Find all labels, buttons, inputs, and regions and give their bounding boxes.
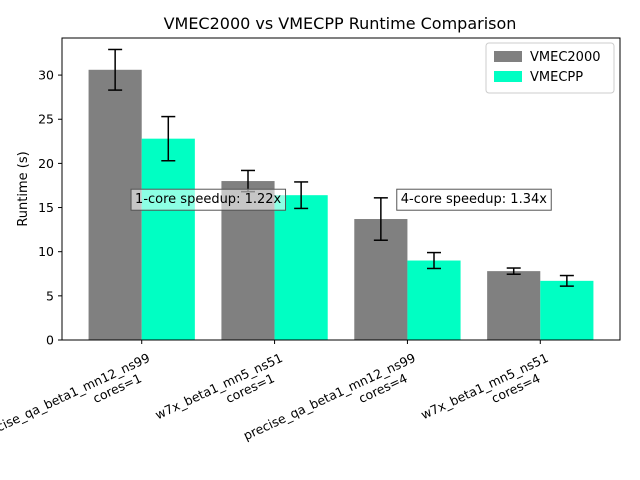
- y-tick-label: 15: [38, 200, 54, 215]
- y-tick-label: 0: [46, 333, 54, 348]
- bar-vmecpp-1: VMECPP: 22.8: [141, 138, 195, 340]
- annotations-layer: 1-core speedup: 1.22x 4-core speedup: 1.3…: [130, 188, 552, 211]
- y-tick-label: 5: [46, 288, 54, 303]
- error-bars-layer: [108, 48, 574, 287]
- speedup-annotation-1: 1-core speedup: 1.22x: [135, 192, 281, 207]
- y-tick-label: 10: [38, 244, 54, 259]
- y-axis-label: Runtime (s): [16, 151, 31, 226]
- speedup-annotation-2: 4-core speedup: 1.34x: [401, 192, 547, 207]
- bar-vmecpp-4: VMECPP: 6.7: [540, 280, 594, 340]
- legend-swatch-vmec2000: [494, 51, 522, 62]
- legend-label-vmec2000: VMEC2000: [530, 50, 600, 65]
- bar-vmecpp-3: VMECPP: 9: [407, 260, 461, 340]
- axes-frame: [61, 37, 621, 341]
- y-tick-label: 30: [38, 68, 54, 83]
- speedup-annotation-box-2: [396, 188, 552, 211]
- chart-title: VMEC2000 vs VMECPP Runtime Comparison: [164, 14, 517, 33]
- legend-swatch-vmecpp: [494, 71, 522, 82]
- y-tick-label: 20: [38, 156, 54, 171]
- speedup-annotation-box-1: [130, 188, 287, 211]
- legend-label-vmecpp: VMECPP: [530, 70, 583, 85]
- bar-vmec2000-4: VMEC2000: 7.8: [487, 271, 541, 340]
- y-tick-label: 25: [38, 112, 54, 127]
- bar-vmecpp-2: VMECPP: 16.4: [274, 195, 328, 340]
- legend: VMEC2000 VMECPP: [485, 42, 615, 94]
